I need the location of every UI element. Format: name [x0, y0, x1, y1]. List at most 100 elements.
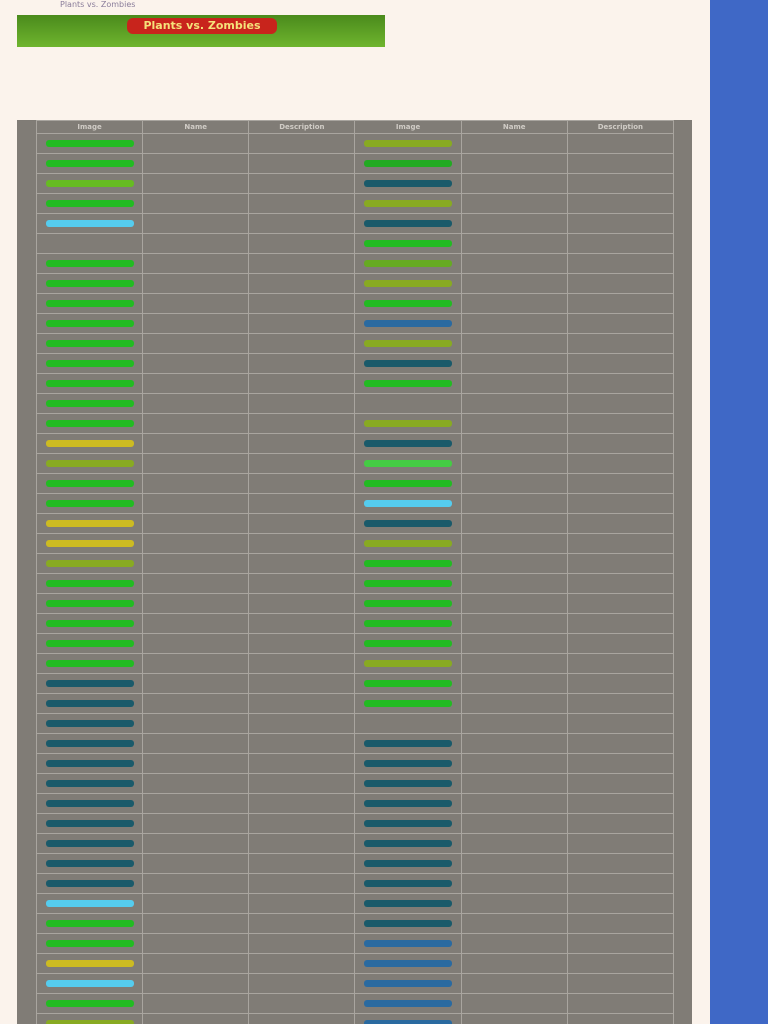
table-row — [35, 633, 675, 654]
description-cell — [248, 833, 356, 854]
image-cell — [35, 833, 144, 854]
name-cell — [460, 653, 568, 674]
plant-image — [45, 760, 134, 767]
image-cell — [354, 173, 462, 194]
name-cell — [142, 133, 250, 154]
image-cell — [354, 853, 462, 874]
description-cell — [566, 253, 675, 274]
description-cell — [566, 373, 675, 394]
description-cell — [248, 273, 356, 294]
column-header: Image — [35, 120, 144, 134]
table-row — [35, 973, 675, 994]
description-cell — [566, 173, 675, 194]
plant-image — [45, 620, 134, 627]
name-cell — [142, 893, 250, 914]
description-cell — [248, 733, 356, 754]
image-cell — [354, 873, 462, 894]
description-cell — [248, 593, 356, 614]
name-cell — [460, 533, 568, 554]
table-row — [35, 473, 675, 494]
name-cell — [142, 913, 250, 934]
image-cell — [35, 953, 144, 974]
plant-image — [45, 360, 134, 367]
image-cell — [354, 793, 462, 814]
plant-image — [45, 880, 134, 887]
plant-image — [364, 400, 453, 407]
plant-image — [364, 340, 453, 347]
plant-image — [45, 520, 134, 527]
name-cell — [460, 973, 568, 994]
name-cell — [460, 473, 568, 494]
name-cell — [460, 553, 568, 574]
name-cell — [460, 233, 568, 254]
description-cell — [248, 933, 356, 954]
plant-image — [364, 880, 453, 887]
image-cell — [354, 813, 462, 834]
plant-image — [364, 580, 453, 587]
name-cell — [142, 293, 250, 314]
description-cell — [566, 653, 675, 674]
side-panel — [710, 0, 768, 1024]
description-cell — [566, 1013, 675, 1024]
name-cell — [142, 633, 250, 654]
description-cell — [566, 953, 675, 974]
description-cell — [566, 573, 675, 594]
plant-image — [45, 920, 134, 927]
table-body — [35, 133, 675, 1024]
plant-image — [45, 1020, 134, 1024]
image-cell — [354, 993, 462, 1014]
name-cell — [142, 713, 250, 734]
table-row — [35, 413, 675, 434]
image-cell — [35, 193, 144, 214]
description-cell — [248, 713, 356, 734]
name-cell — [142, 173, 250, 194]
description-cell — [248, 853, 356, 874]
image-cell — [354, 273, 462, 294]
description-cell — [566, 493, 675, 514]
table-row — [35, 493, 675, 514]
plant-image — [45, 540, 134, 547]
plant-image — [45, 560, 134, 567]
description-cell — [248, 413, 356, 434]
description-cell — [566, 933, 675, 954]
description-cell — [566, 513, 675, 534]
plant-image — [45, 940, 134, 947]
image-cell — [35, 873, 144, 894]
name-cell — [460, 373, 568, 394]
name-cell — [460, 953, 568, 974]
image-cell — [35, 453, 144, 474]
table-row — [35, 933, 675, 954]
name-cell — [142, 453, 250, 474]
table-row — [35, 573, 675, 594]
name-cell — [142, 473, 250, 494]
table-row — [35, 393, 675, 414]
description-cell — [566, 833, 675, 854]
plant-image — [364, 840, 453, 847]
name-cell — [142, 233, 250, 254]
plant-image — [45, 400, 134, 407]
plant-image — [364, 520, 453, 527]
name-cell — [460, 413, 568, 434]
description-cell — [566, 913, 675, 934]
plant-image — [364, 180, 453, 187]
image-cell — [354, 653, 462, 674]
name-cell — [460, 193, 568, 214]
table-row — [35, 453, 675, 474]
name-cell — [460, 153, 568, 174]
name-cell — [460, 873, 568, 894]
table-row — [35, 853, 675, 874]
image-cell — [35, 293, 144, 314]
plant-image — [45, 220, 134, 227]
name-cell — [142, 373, 250, 394]
plant-image — [45, 380, 134, 387]
plant-image — [364, 420, 453, 427]
plant-image — [364, 600, 453, 607]
table-row — [35, 313, 675, 334]
banner-logo: Plants vs. Zombies — [127, 18, 277, 34]
name-cell — [142, 733, 250, 754]
image-cell — [35, 233, 144, 254]
plant-image — [45, 180, 134, 187]
plant-image — [364, 960, 453, 967]
description-cell — [566, 973, 675, 994]
name-cell — [142, 673, 250, 694]
